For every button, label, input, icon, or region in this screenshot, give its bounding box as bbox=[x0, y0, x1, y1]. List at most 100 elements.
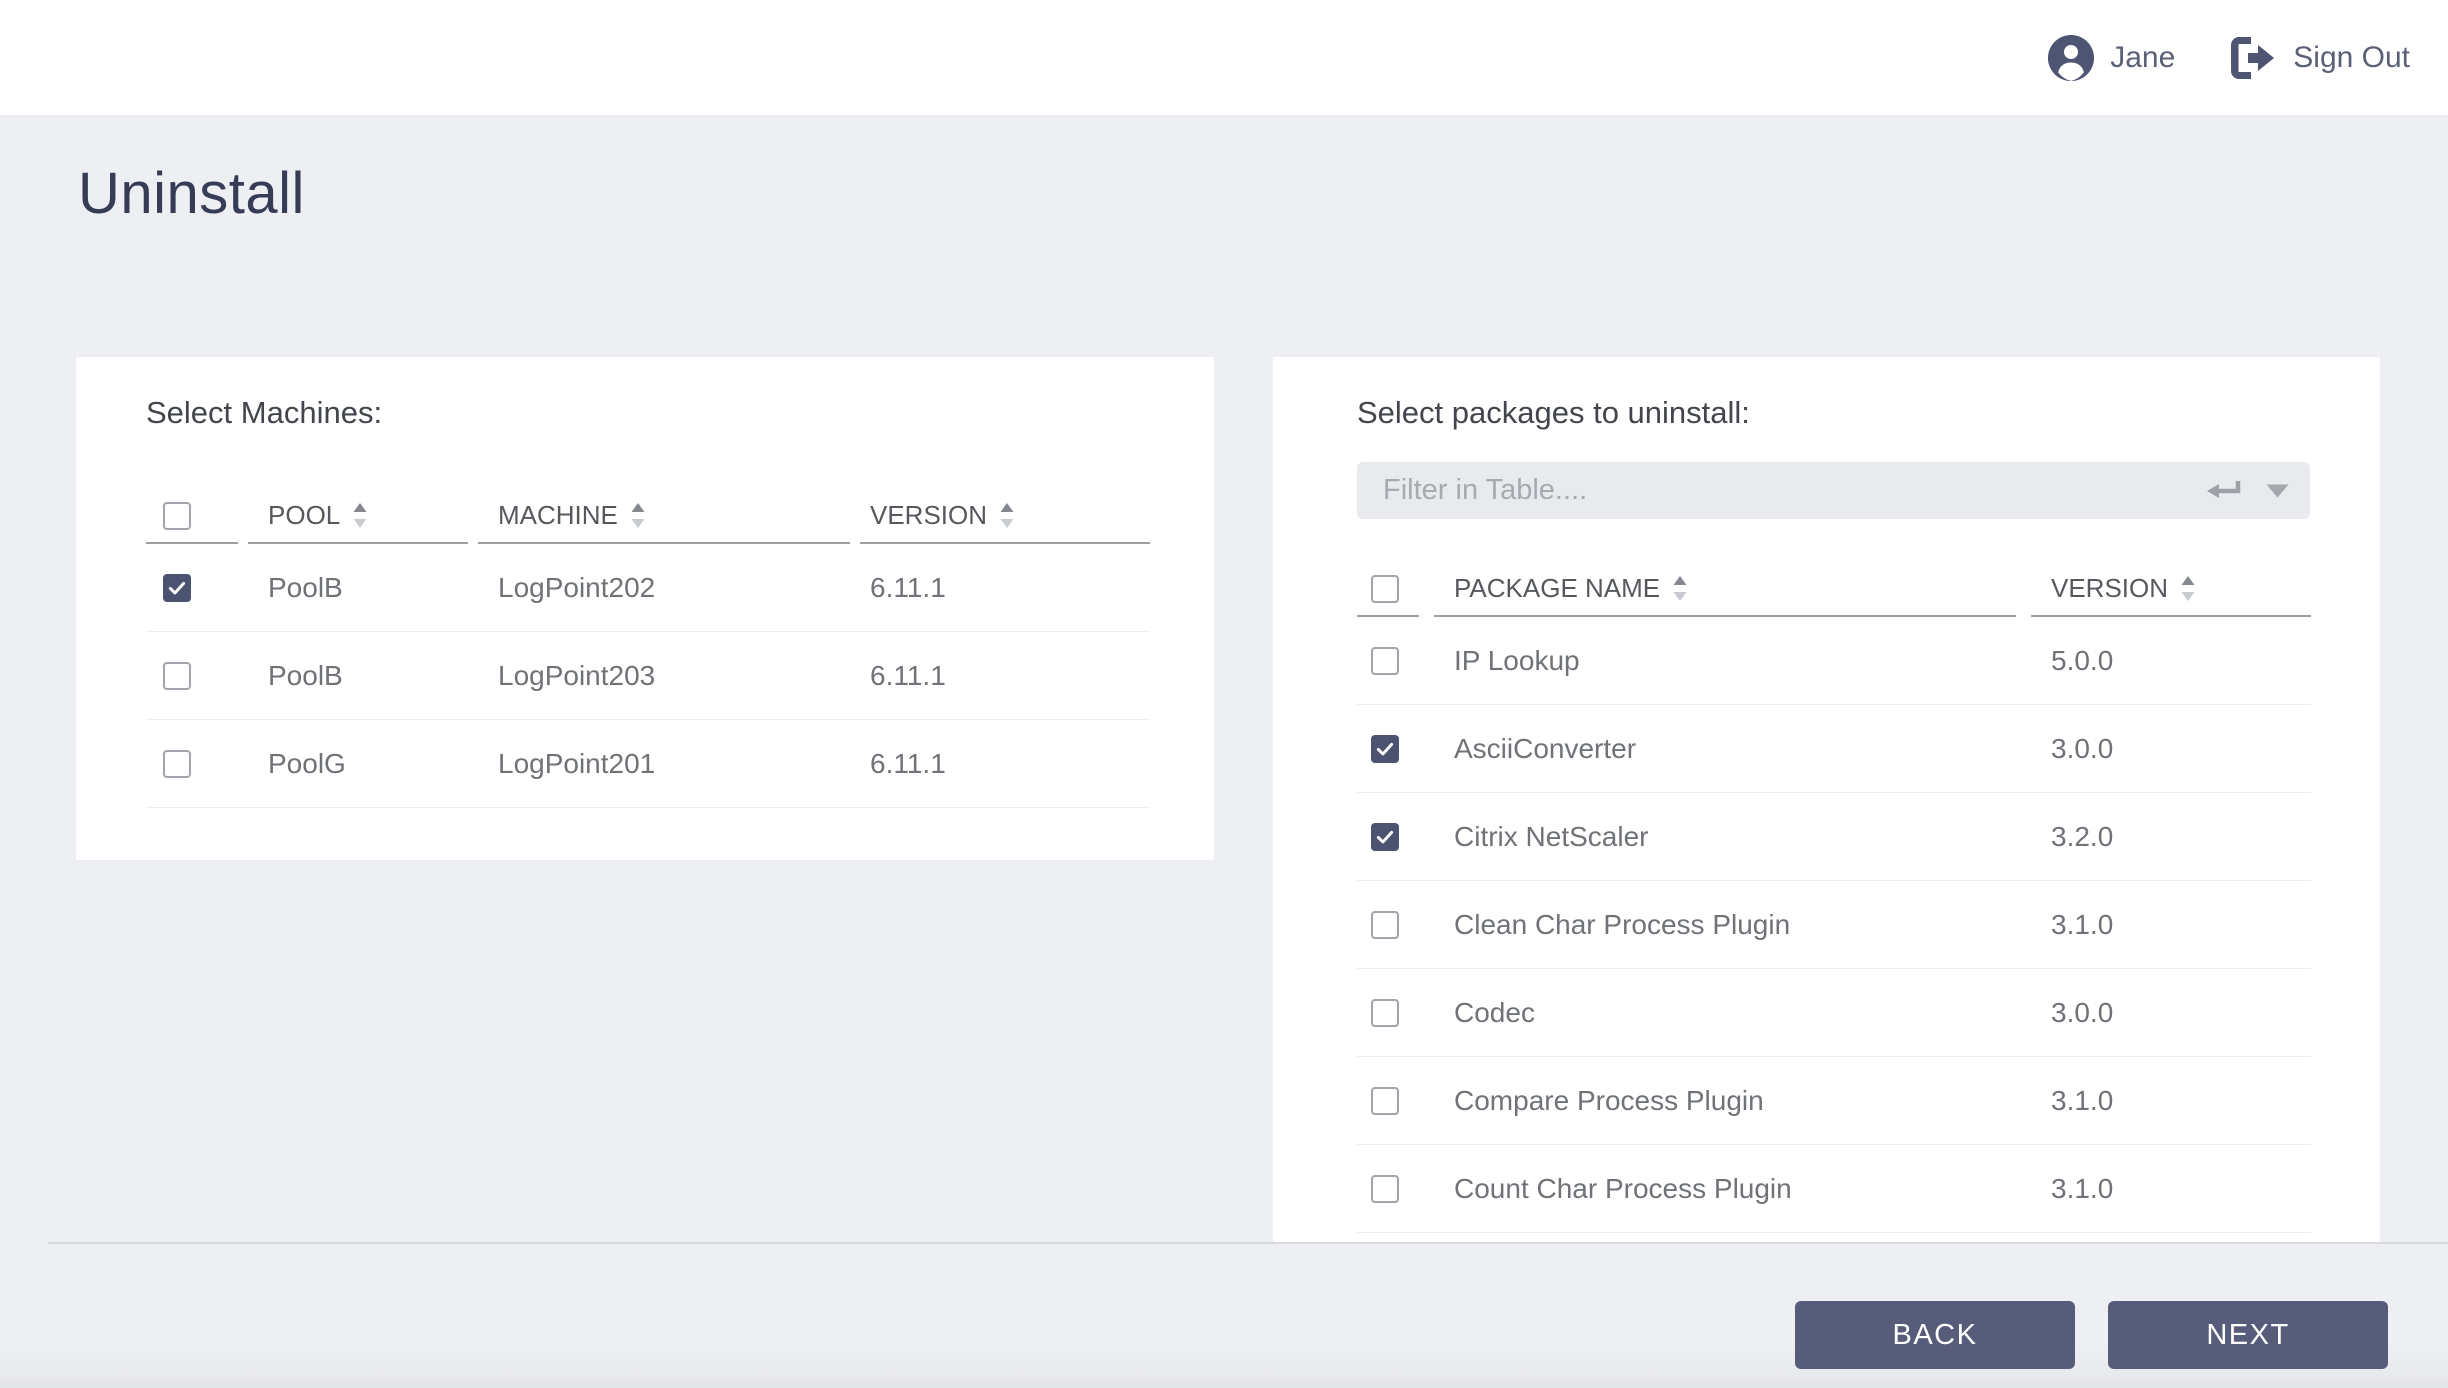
machine-name-cell: LogPoint202 bbox=[498, 571, 656, 603]
package-name-cell: Codec bbox=[1454, 996, 1535, 1028]
packages-select-all-cell bbox=[1357, 562, 1419, 617]
row-checkbox[interactable] bbox=[163, 573, 191, 602]
row-checkbox[interactable] bbox=[163, 661, 191, 690]
package-version-cell: 3.0.0 bbox=[2051, 996, 2114, 1028]
machine-name-cell: LogPoint201 bbox=[498, 747, 656, 779]
machines-table-body: PoolB LogPoint202 6.11.1 PoolB LogPoint2… bbox=[146, 544, 1150, 808]
filter-input[interactable] bbox=[1357, 462, 2310, 519]
package-version-cell: 3.1.0 bbox=[2051, 1172, 2114, 1204]
select-all-checkbox[interactable] bbox=[163, 501, 191, 530]
row-checkbox[interactable] bbox=[1371, 822, 1399, 851]
column-label: POOL bbox=[268, 500, 341, 530]
packages-table: PACKAGE NAME VERSION bbox=[1357, 562, 2311, 1233]
package-row: Count Char Process Plugin 3.1.0 bbox=[1357, 1145, 2311, 1233]
package-name-cell: Clean Char Process Plugin bbox=[1454, 908, 1791, 940]
row-checkbox[interactable] bbox=[1371, 910, 1399, 939]
filter-icons bbox=[2203, 462, 2290, 519]
packages-table-body: IP Lookup 5.0.0 AsciiConverter 3.0.0 bbox=[1357, 617, 2311, 1233]
package-row: Compare Process Plugin 3.1.0 bbox=[1357, 1057, 2311, 1145]
sort-icon[interactable] bbox=[999, 502, 1015, 529]
package-row-checkbox-cell bbox=[1357, 1086, 1419, 1115]
machine-row: PoolG LogPoint201 6.11.1 bbox=[146, 720, 1150, 808]
package-name-cell: Citrix NetScaler bbox=[1454, 820, 1649, 852]
machine-version-cell: 6.11.1 bbox=[870, 747, 946, 779]
machines-select-all-cell bbox=[146, 489, 238, 544]
column-label: MACHINE bbox=[498, 500, 618, 530]
machine-row-checkbox-cell bbox=[146, 661, 238, 690]
filter-bar bbox=[1357, 462, 2310, 519]
sort-icon[interactable] bbox=[1672, 575, 1688, 602]
column-header-package-name[interactable]: PACKAGE NAME bbox=[1434, 562, 2016, 617]
machine-row: PoolB LogPoint202 6.11.1 bbox=[146, 544, 1150, 632]
sign-out-icon bbox=[2231, 36, 2277, 79]
select-all-checkbox[interactable] bbox=[1371, 574, 1399, 603]
packages-panel: Select packages to uninstall: PACKAGE NA… bbox=[1273, 357, 2380, 1242]
column-header-pool[interactable]: POOL bbox=[248, 489, 468, 544]
column-header-version[interactable]: VERSION bbox=[860, 489, 1150, 544]
machines-heading: Select Machines: bbox=[146, 395, 383, 430]
sign-out-button[interactable]: Sign Out bbox=[2231, 36, 2410, 79]
user-menu[interactable]: Jane bbox=[2048, 34, 2176, 81]
machine-pool-cell: PoolG bbox=[268, 747, 346, 779]
package-row-checkbox-cell bbox=[1357, 910, 1419, 939]
package-row: AsciiConverter 3.0.0 bbox=[1357, 705, 2311, 793]
package-row: Codec 3.0.0 bbox=[1357, 969, 2311, 1057]
package-name-cell: IP Lookup bbox=[1454, 644, 1580, 676]
row-checkbox[interactable] bbox=[1371, 1174, 1399, 1203]
machine-row-checkbox-cell bbox=[146, 573, 238, 602]
column-label: VERSION bbox=[870, 500, 988, 530]
package-name-cell: Compare Process Plugin bbox=[1454, 1084, 1764, 1116]
machine-pool-cell: PoolB bbox=[268, 571, 343, 603]
next-button[interactable]: NEXT bbox=[2108, 1301, 2388, 1369]
row-checkbox[interactable] bbox=[1371, 646, 1399, 675]
machines-panel: Select Machines: POOL MACHINE VERSION bbox=[76, 357, 1214, 860]
user-avatar-icon bbox=[2048, 34, 2095, 81]
back-button[interactable]: BACK bbox=[1795, 1301, 2075, 1369]
row-checkbox[interactable] bbox=[163, 749, 191, 778]
packages-heading: Select packages to uninstall: bbox=[1357, 395, 1750, 430]
page-title: Uninstall bbox=[78, 161, 305, 226]
filter-dropdown-icon[interactable] bbox=[2265, 483, 2290, 499]
package-row: IP Lookup 5.0.0 bbox=[1357, 617, 2311, 705]
package-version-cell: 3.1.0 bbox=[2051, 908, 2114, 940]
row-checkbox[interactable] bbox=[1371, 998, 1399, 1027]
package-name-cell: Count Char Process Plugin bbox=[1454, 1172, 1792, 1204]
package-row-checkbox-cell bbox=[1357, 998, 1419, 1027]
sort-icon[interactable] bbox=[630, 502, 646, 529]
package-version-cell: 5.0.0 bbox=[2051, 644, 2114, 676]
package-row-checkbox-cell bbox=[1357, 734, 1419, 763]
footer-divider bbox=[48, 1242, 2448, 1244]
machine-version-cell: 6.11.1 bbox=[870, 659, 946, 691]
row-checkbox[interactable] bbox=[1371, 1086, 1399, 1115]
column-label: VERSION bbox=[2051, 573, 2169, 603]
package-version-cell: 3.2.0 bbox=[2051, 820, 2114, 852]
machines-table-header: POOL MACHINE VERSION bbox=[146, 489, 1150, 544]
package-row-checkbox-cell bbox=[1357, 646, 1419, 675]
machine-row-checkbox-cell bbox=[146, 749, 238, 778]
machines-table: POOL MACHINE VERSION bbox=[146, 489, 1150, 808]
user-name: Jane bbox=[2110, 40, 2176, 74]
package-version-cell: 3.1.0 bbox=[2051, 1084, 2114, 1116]
packages-table-header: PACKAGE NAME VERSION bbox=[1357, 562, 2311, 617]
footer-fade bbox=[0, 1342, 2448, 1388]
machine-pool-cell: PoolB bbox=[268, 659, 343, 691]
column-header-version[interactable]: VERSION bbox=[2031, 562, 2311, 617]
package-row-checkbox-cell bbox=[1357, 1174, 1419, 1203]
sign-out-label: Sign Out bbox=[2293, 40, 2410, 74]
topbar: Jane Sign Out bbox=[0, 0, 2448, 115]
package-row: Clean Char Process Plugin 3.1.0 bbox=[1357, 881, 2311, 969]
machine-row: PoolB LogPoint203 6.11.1 bbox=[146, 632, 1150, 720]
column-label: PACKAGE NAME bbox=[1454, 573, 1661, 603]
machine-version-cell: 6.11.1 bbox=[870, 571, 946, 603]
sort-icon[interactable] bbox=[352, 502, 368, 529]
machine-name-cell: LogPoint203 bbox=[498, 659, 656, 691]
package-row-checkbox-cell bbox=[1357, 822, 1419, 851]
sort-icon[interactable] bbox=[2180, 575, 2196, 602]
package-row: Citrix NetScaler 3.2.0 bbox=[1357, 793, 2311, 881]
enter-key-icon bbox=[2207, 480, 2241, 498]
package-name-cell: AsciiConverter bbox=[1454, 732, 1637, 764]
row-checkbox[interactable] bbox=[1371, 734, 1399, 763]
package-version-cell: 3.0.0 bbox=[2051, 732, 2114, 764]
column-header-machine[interactable]: MACHINE bbox=[478, 489, 850, 544]
